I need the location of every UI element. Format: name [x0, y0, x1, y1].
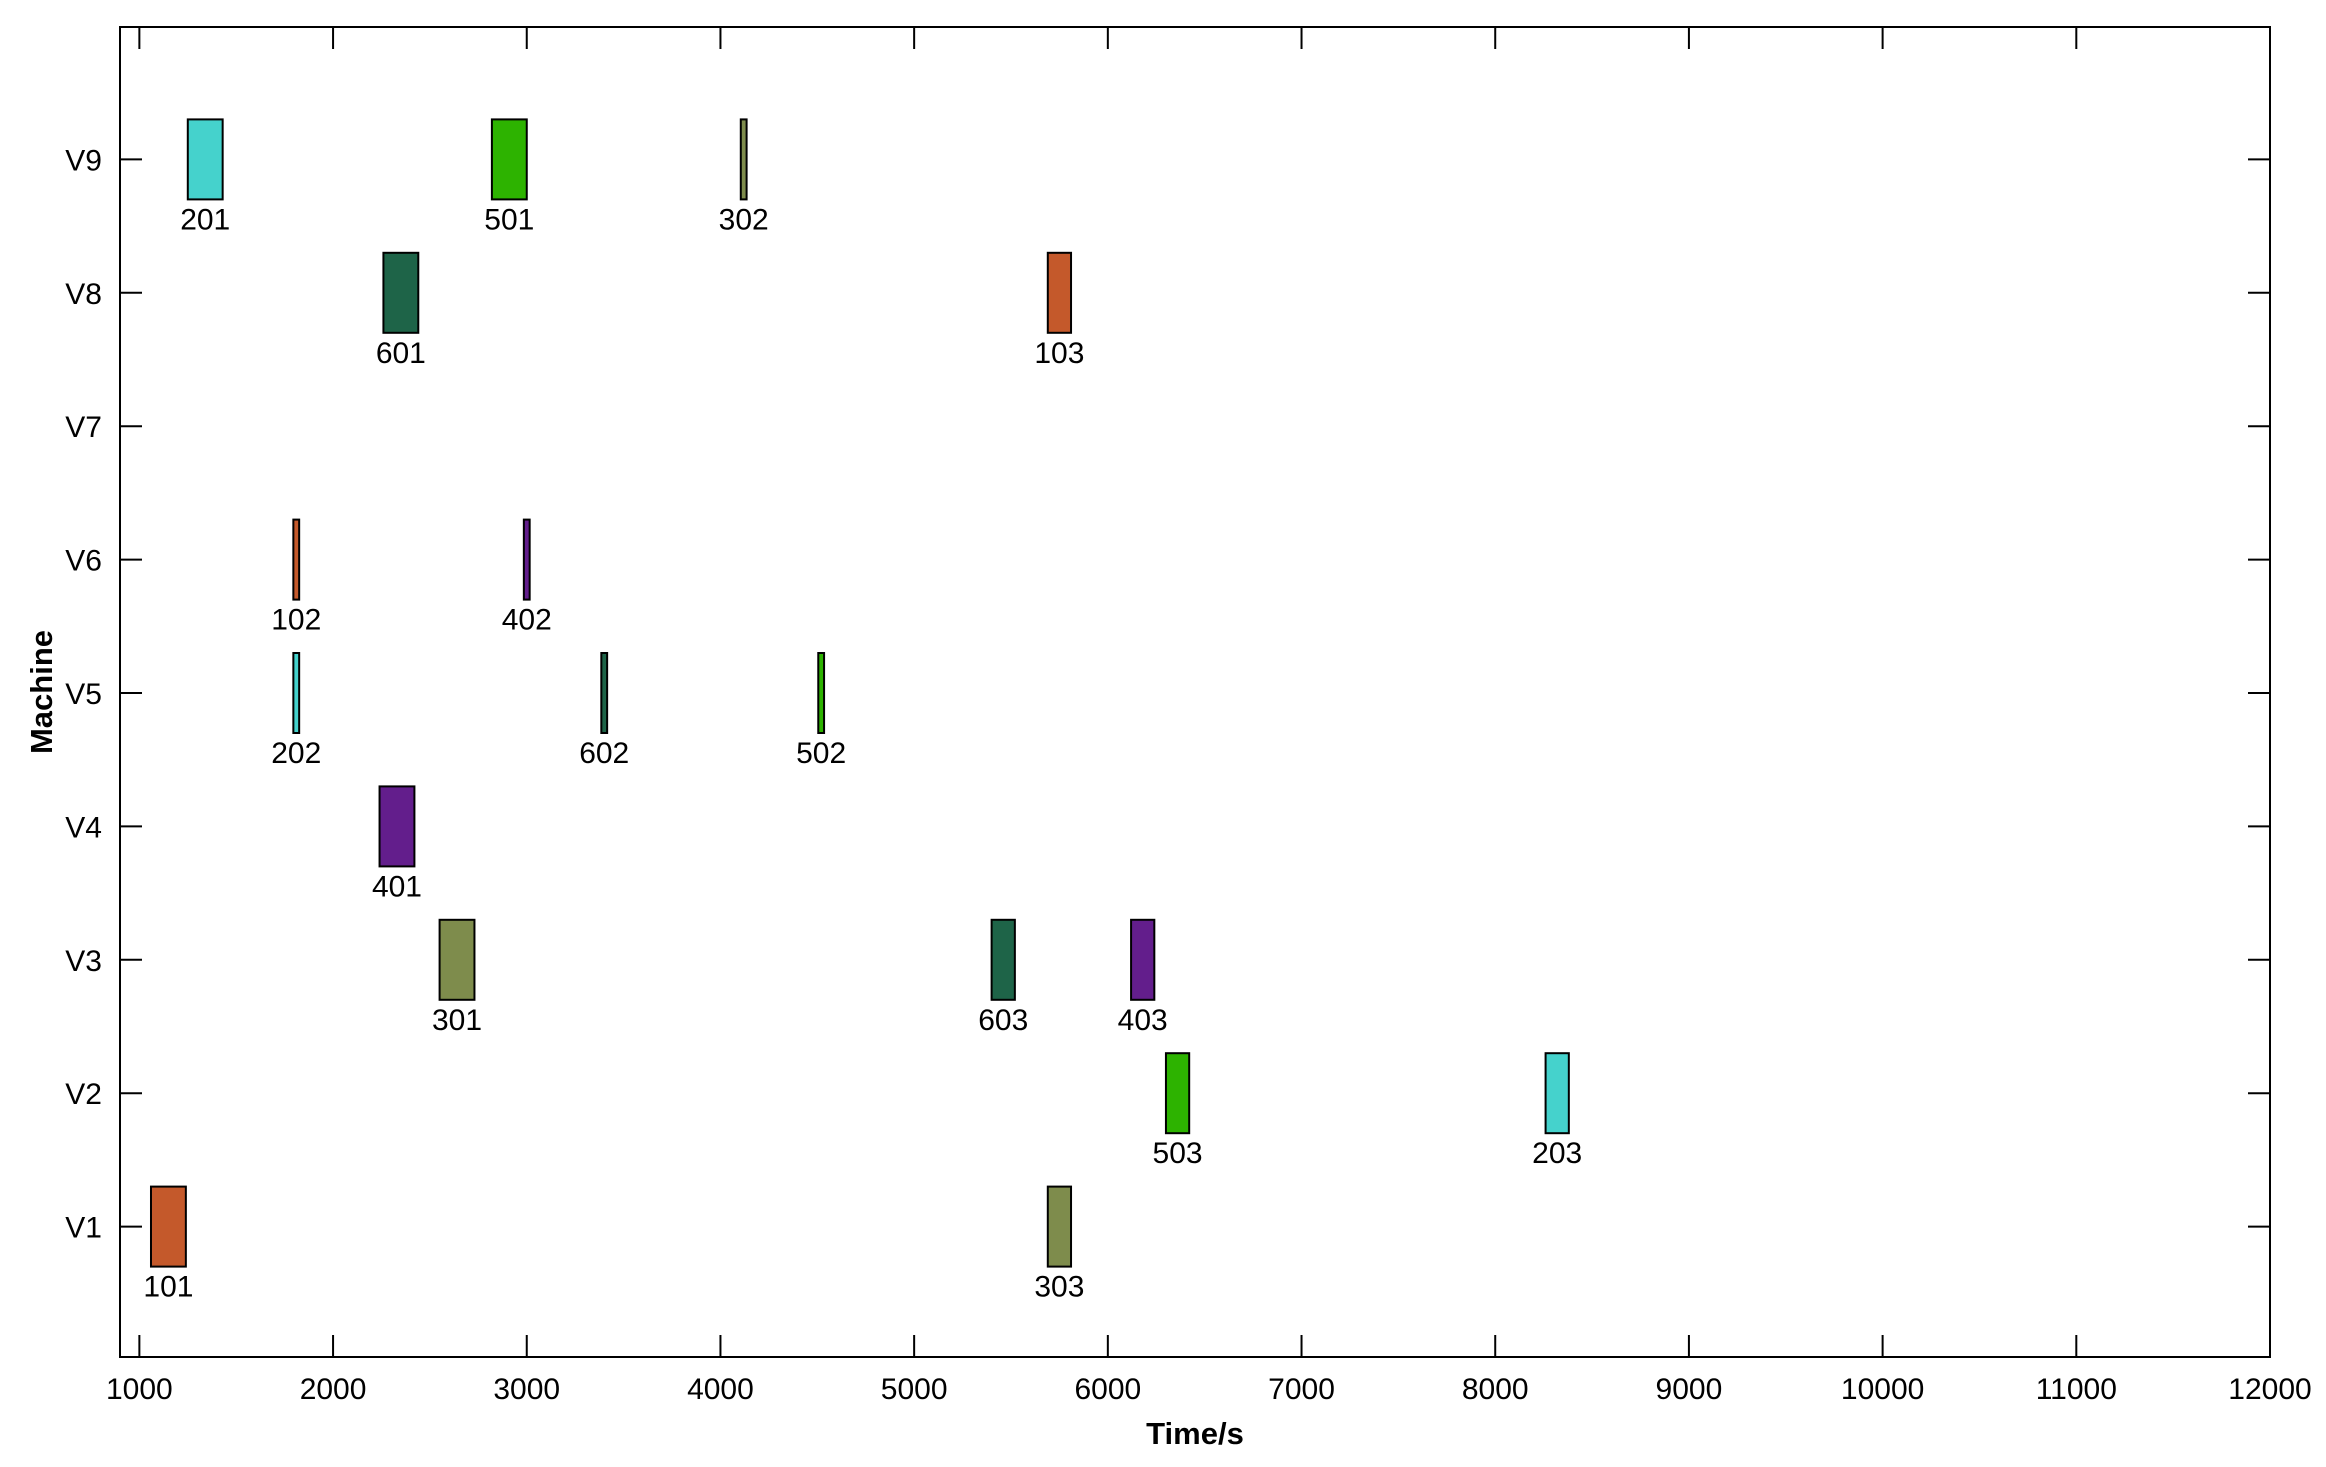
task-bar-501	[490, 118, 528, 201]
task-bars	[149, 118, 1570, 1268]
task-bar-402	[522, 518, 531, 601]
x-tick-label: 9000	[1656, 1373, 1723, 1406]
task-bar-601	[382, 251, 420, 334]
task-bar-403	[1130, 918, 1156, 1001]
x-axis-label: Time/s	[1146, 1416, 1244, 1451]
x-tick-label: 1000	[106, 1373, 173, 1406]
x-tick-label: 5000	[881, 1373, 948, 1406]
x-tick-label: 3000	[493, 1373, 560, 1406]
x-tick-label: 6000	[1074, 1373, 1141, 1406]
x-tick-label: 2000	[300, 1373, 367, 1406]
task-label-501: 501	[484, 203, 534, 236]
task-label-303: 303	[1034, 1271, 1084, 1304]
y-axis-ticks: V1 V2 V3 V4 V5 V6 V7 V8 V9	[65, 144, 2270, 1245]
plot-area	[119, 26, 2271, 1358]
task-label-601: 601	[376, 337, 426, 370]
task-bar-103	[1046, 251, 1073, 334]
task-label-402: 402	[502, 604, 552, 637]
x-tick-label: 11000	[2036, 1373, 2117, 1406]
task-bar-203	[1544, 1052, 1570, 1135]
y-tick-label: V5	[65, 678, 102, 711]
task-bar-201	[186, 118, 224, 201]
task-label-301: 301	[432, 1004, 482, 1037]
task-bar-102	[292, 518, 301, 601]
task-bar-303	[1046, 1185, 1073, 1268]
task-label-102: 102	[271, 604, 321, 637]
task-label-101: 101	[143, 1271, 193, 1304]
task-bar-603	[990, 918, 1016, 1001]
x-tick-label: 8000	[1462, 1373, 1529, 1406]
x-tick-label: 7000	[1268, 1373, 1335, 1406]
task-bar-502	[817, 652, 826, 734]
y-tick-label: V6	[65, 545, 102, 578]
y-tick-label: V2	[65, 1078, 102, 1111]
task-labels: 101 303 503 203 301 603 403 401 202 602 502 102 402 6…	[143, 203, 1582, 1303]
task-bar-503	[1164, 1052, 1191, 1135]
task-label-203: 203	[1532, 1137, 1582, 1170]
task-bar-602	[600, 652, 609, 734]
task-label-401: 401	[372, 870, 422, 903]
task-bar-101	[149, 1185, 187, 1268]
task-label-302: 302	[719, 203, 769, 236]
x-axis-ticks: 1000 2000 3000 4000 5000 6000 7000 8000 9000 1000…	[106, 27, 2312, 1406]
x-tick-label: 10000	[1841, 1373, 1924, 1406]
y-axis-label: Machine	[24, 630, 59, 754]
task-label-201: 201	[180, 203, 230, 236]
task-bar-202	[292, 652, 301, 734]
y-tick-label: V3	[65, 945, 102, 978]
task-label-602: 602	[579, 737, 629, 770]
y-tick-label: V4	[65, 811, 102, 844]
task-label-503: 503	[1153, 1137, 1203, 1170]
y-tick-label: V7	[65, 411, 102, 444]
task-label-502: 502	[796, 737, 846, 770]
task-label-403: 403	[1118, 1004, 1168, 1037]
task-label-603: 603	[978, 1004, 1028, 1037]
task-label-202: 202	[271, 737, 321, 770]
task-bar-301	[438, 918, 476, 1001]
y-tick-label: V9	[65, 144, 102, 177]
task-label-103: 103	[1034, 337, 1084, 370]
x-tick-label: 12000	[2228, 1373, 2311, 1406]
y-tick-label: V8	[65, 278, 102, 311]
x-tick-label: 4000	[687, 1373, 754, 1406]
task-bar-401	[378, 785, 416, 868]
y-tick-label: V1	[65, 1212, 102, 1245]
task-bar-302	[739, 118, 748, 201]
